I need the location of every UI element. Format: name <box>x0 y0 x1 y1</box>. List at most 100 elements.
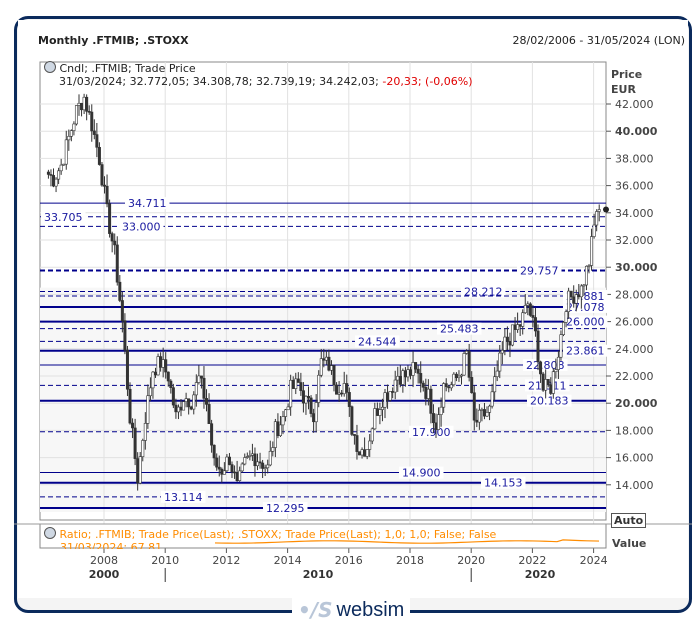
level-label: 33.000 <box>122 220 161 233</box>
y-tick-label: 42.000 <box>615 98 654 111</box>
legend-ratio[interactable]: Ratio; .FTMIB; Trade Price(Last); .STOXX… <box>44 527 496 541</box>
candle <box>115 244 119 283</box>
level-label: 28.212 <box>464 286 503 299</box>
websim-logo: •/S websim <box>292 598 411 622</box>
candle <box>335 384 339 395</box>
candle <box>449 384 453 389</box>
ratio-value-clip: 31/03/2024; 67,81 <box>60 541 162 549</box>
y-tick-label: 28.000 <box>615 288 654 301</box>
clock-icon[interactable] <box>44 61 56 73</box>
candle <box>595 211 599 226</box>
legend-ratio-label: Ratio; .FTMIB; Trade Price(Last); .STOXX… <box>59 528 497 541</box>
y-tick-label: 16.000 <box>615 452 654 465</box>
candle <box>345 383 349 393</box>
candle <box>465 350 469 354</box>
last-price-marker <box>603 206 609 213</box>
candle <box>559 334 563 358</box>
candle <box>197 375 201 383</box>
candle <box>227 456 231 465</box>
candle <box>332 365 336 386</box>
candle <box>54 178 58 187</box>
level-label: 24.544 <box>358 335 397 348</box>
y-tick-label: 14.000 <box>615 479 654 492</box>
candle <box>577 294 581 298</box>
candle <box>398 375 402 385</box>
level-label-bg <box>527 394 572 407</box>
candle <box>138 456 142 484</box>
candle <box>480 409 484 411</box>
candle <box>92 130 96 135</box>
candle <box>386 392 390 401</box>
candle <box>587 265 591 267</box>
currency-label: EUR <box>611 83 636 96</box>
candle <box>304 395 308 404</box>
level-label: 17.900 <box>412 426 451 439</box>
legend-ohlc: 31/03/2024; 32.772,05; 34.308,78; 32.739… <box>59 75 473 88</box>
level-label: 27.078 <box>566 301 605 314</box>
candle <box>347 392 351 407</box>
candle <box>105 186 109 205</box>
auto-scale-button[interactable]: Auto <box>611 513 647 528</box>
candle <box>289 379 293 408</box>
x-tick-label: 2020 <box>457 554 485 567</box>
candle <box>312 413 316 423</box>
candle <box>470 377 474 394</box>
candle <box>393 379 397 393</box>
candle <box>319 358 323 376</box>
candle <box>544 379 548 391</box>
candle <box>370 428 374 442</box>
candle <box>46 171 50 175</box>
ratio-pane <box>39 523 607 549</box>
candle <box>365 449 369 457</box>
candle <box>133 427 137 459</box>
candle <box>444 383 448 387</box>
candle <box>411 362 415 376</box>
level-label-bg <box>161 490 206 503</box>
candle <box>49 174 53 176</box>
candle <box>286 406 290 411</box>
candle <box>447 386 451 389</box>
candle <box>243 457 247 465</box>
x-tick-label: 2012 <box>212 554 240 567</box>
candle <box>467 350 471 378</box>
clock-icon[interactable] <box>44 527 56 539</box>
level-label: 12.295 <box>266 502 305 515</box>
candle <box>57 170 61 180</box>
candle <box>574 294 578 304</box>
candle <box>322 358 326 361</box>
candle <box>123 320 127 351</box>
candle <box>350 406 354 435</box>
candle <box>536 330 540 363</box>
candle <box>403 370 407 378</box>
candle <box>118 281 122 301</box>
candle <box>136 458 140 484</box>
candle <box>488 405 492 413</box>
candle <box>154 371 158 376</box>
candle <box>457 375 461 379</box>
level-label-bg <box>399 466 444 479</box>
level-label-bg <box>563 344 608 357</box>
chart-title: Monthly .FTMIB; .STOXX <box>38 34 189 47</box>
candle <box>141 440 145 458</box>
level-label: 22.808 <box>526 359 565 372</box>
candle <box>62 163 66 166</box>
candle <box>597 209 601 212</box>
candle <box>291 379 295 389</box>
y-tick-label: 30.000 <box>615 261 658 274</box>
candle <box>307 395 311 399</box>
y-tick-label: 38.000 <box>615 152 654 165</box>
level-label-bg <box>119 220 164 233</box>
candle <box>562 322 566 335</box>
candle <box>505 336 509 342</box>
candle <box>511 324 515 346</box>
legend-main[interactable]: Cndl; .FTMIB; Trade Price <box>44 61 196 75</box>
candles <box>46 93 601 491</box>
candle <box>215 457 219 468</box>
candle <box>278 424 282 437</box>
candle <box>220 468 224 475</box>
candle <box>74 105 78 125</box>
y-tick-label: 34.000 <box>615 207 654 220</box>
candle <box>419 373 423 384</box>
x-tick-label: 2010 <box>151 554 179 567</box>
